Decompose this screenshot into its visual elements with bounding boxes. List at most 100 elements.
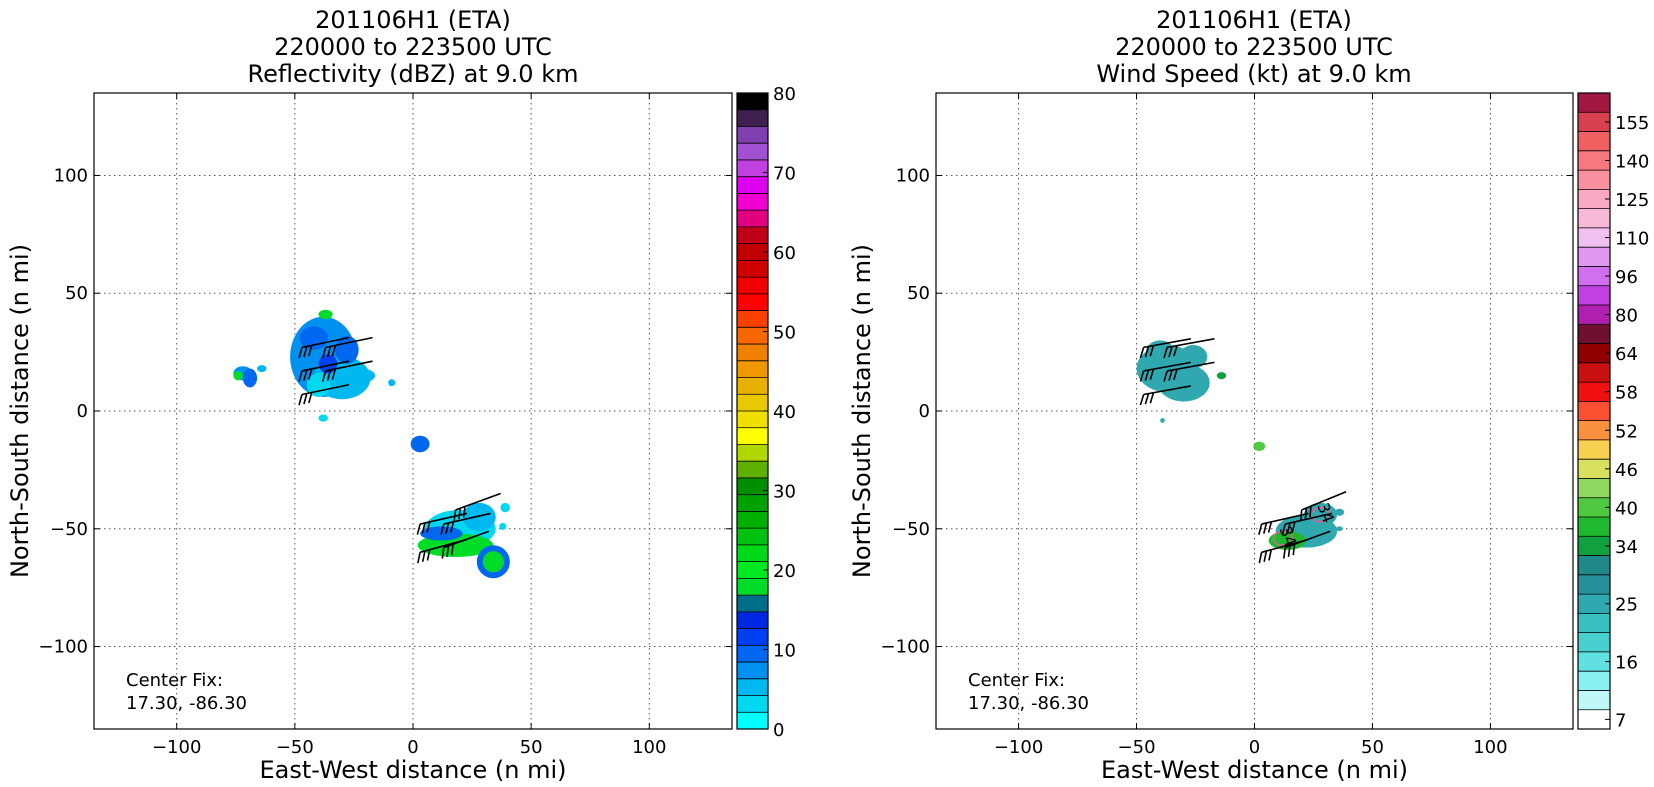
data-cell [1268, 531, 1307, 550]
colorbar-tick-label: 16 [1615, 653, 1638, 674]
colorbar-swatch [737, 678, 768, 696]
wind-barb [1139, 385, 1191, 406]
barb-flag [1149, 392, 1155, 404]
data-cell [346, 368, 376, 383]
colorbar-swatch [737, 93, 768, 111]
colorbar-tick-label: 52 [1615, 421, 1638, 442]
colorbar-swatch [737, 561, 768, 579]
x-tick-label: −50 [276, 737, 314, 758]
colorbar-tick-label: 25 [1615, 595, 1638, 616]
data-cell [482, 551, 504, 573]
wind-barb [298, 336, 350, 359]
colorbar-swatch [737, 511, 768, 529]
barb-flag [1292, 544, 1296, 556]
center-fix-annotation: Center Fix: [126, 670, 223, 691]
colorbar-swatch [737, 327, 768, 345]
barb-flag [1304, 507, 1308, 520]
colorbar-swatch [1578, 536, 1610, 556]
colorbar-tick-label: 7 [1615, 710, 1626, 731]
x-tick-label: −100 [994, 737, 1043, 758]
colorbar-swatch [737, 595, 768, 613]
colorbar-tick-label: 140 [1615, 151, 1649, 172]
colorbar-swatch [1578, 439, 1610, 460]
barb-staff [325, 336, 373, 349]
data-cell [1253, 441, 1266, 452]
barb-staff [1167, 338, 1215, 349]
colorbar-swatch [737, 544, 768, 562]
colorbar-swatch [737, 394, 768, 412]
wind-barb [298, 360, 350, 382]
barb-staff [301, 383, 350, 396]
barb-flag [326, 369, 332, 381]
colorbar-swatch [1578, 189, 1610, 209]
y-tick-label: 50 [65, 283, 88, 304]
barb-flag [1309, 506, 1312, 518]
y-tick-label: 50 [907, 283, 930, 304]
colorbar-tick-label: 155 [1615, 113, 1649, 134]
data-cell [335, 335, 359, 364]
y-tick-label: 0 [919, 401, 930, 422]
barb-flag [1258, 552, 1263, 564]
wind-barb [321, 336, 373, 359]
colorbar-swatch [1578, 112, 1610, 132]
colorbar-swatch [1578, 305, 1610, 325]
colorbar-tick-label: 96 [1615, 267, 1638, 288]
wind-barb [1139, 361, 1191, 382]
barb-flag [1144, 369, 1150, 381]
colorbar-tick-label: 64 [1615, 344, 1638, 365]
x-tick-label: −50 [1118, 737, 1156, 758]
colorbar-swatch [737, 645, 768, 663]
barb-flag [331, 368, 337, 380]
colorbar-swatch [1578, 651, 1610, 672]
colorbar-swatch [737, 277, 768, 295]
barb-flag [303, 346, 308, 358]
barb-flag [326, 346, 332, 358]
data-cells [233, 309, 510, 579]
colorbar-swatch [737, 226, 768, 244]
colorbar-swatch [1578, 690, 1610, 711]
colorbar-swatch [1578, 131, 1610, 152]
colorbar-swatch [1578, 208, 1610, 229]
wind-barb [1299, 491, 1347, 521]
colorbar-swatch [737, 243, 768, 261]
colorbar-swatch [737, 260, 768, 278]
colorbar-swatch [737, 427, 768, 445]
wind-barb [1163, 338, 1215, 359]
x-axis-label: East-West distance (n mi) [1101, 756, 1408, 784]
data-cell [1157, 363, 1210, 402]
colorbar-swatch [1578, 574, 1610, 595]
data-cell [410, 435, 430, 453]
colorbar-swatch [737, 360, 768, 378]
colorbar-swatch [1578, 517, 1610, 537]
reflectivity-panel: 201106H1 (ETA)220000 to 223500 UTCReflec… [6, 6, 796, 784]
barb-flag [308, 392, 313, 404]
wind-barb [441, 530, 490, 559]
barb-flag [298, 347, 303, 359]
colorbar-swatch [737, 159, 768, 177]
wind-barb [1283, 530, 1331, 559]
barb-flag [1268, 549, 1273, 561]
colorbar-tick-label: 46 [1615, 460, 1638, 481]
colorbar-swatch [737, 578, 768, 596]
data-cell [242, 368, 258, 388]
data-cell [499, 522, 507, 530]
colorbar-tick-label: 50 [773, 323, 796, 344]
data-cell [388, 379, 396, 387]
data-cell [1160, 418, 1165, 423]
barb-flag [321, 347, 327, 359]
colorbar-swatch [737, 344, 768, 362]
colorbar-tick-label: 125 [1615, 190, 1649, 211]
colorbar-swatch [1578, 594, 1610, 614]
data-cell [318, 354, 338, 374]
wind-barb [416, 512, 468, 535]
barb-flag [331, 345, 337, 357]
data-cell [233, 370, 243, 381]
barb-flag [1283, 547, 1286, 559]
barb-flag [1139, 370, 1145, 382]
data-cell [1304, 502, 1338, 527]
barb-flag [416, 523, 421, 535]
barb-staff [1143, 385, 1191, 396]
colorbar-swatch [737, 461, 768, 479]
title-line: Reflectivity (dBZ) at 9.0 km [248, 60, 579, 88]
colorbar-swatch [737, 293, 768, 311]
